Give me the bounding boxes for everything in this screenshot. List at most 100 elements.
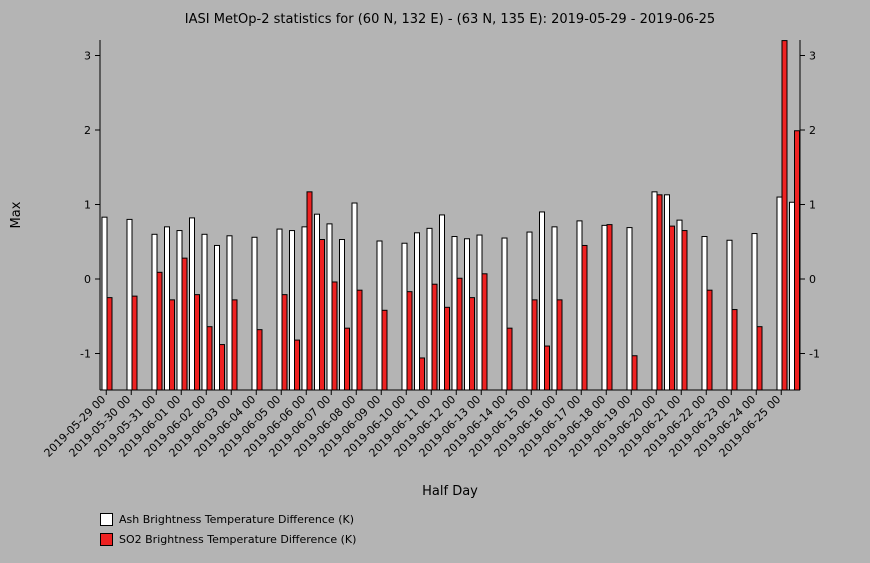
ash-bar: [476, 234, 483, 391]
so2-bar: [731, 309, 738, 391]
legend-label-ash: Ash Brightness Temperature Difference (K…: [119, 513, 354, 526]
ash-bar: [651, 191, 658, 391]
ash-bar: [726, 239, 733, 391]
ash-bar: [401, 242, 408, 391]
ash-bar: [214, 244, 220, 391]
ash-bar: [251, 236, 258, 391]
ash-bar: [301, 226, 308, 391]
ash-bar: [626, 227, 633, 391]
ash-bar: [601, 224, 608, 391]
ash-bar: [751, 233, 758, 391]
ash-bar: [501, 237, 508, 391]
so2-bar: [381, 309, 388, 391]
so2-bar: [756, 326, 763, 391]
ash-bar: [101, 216, 108, 391]
so2-bar: [169, 299, 175, 391]
so2-bar: [106, 297, 113, 391]
bar-group: [101, 40, 800, 391]
ash-bar: [176, 230, 183, 391]
so2-bar: [419, 357, 425, 391]
ash-bar: [526, 231, 533, 391]
ash-bar: [314, 213, 320, 391]
y-tick-label-left: 3: [84, 50, 91, 63]
legend-item-ash: Ash Brightness Temperature Difference (K…: [100, 513, 354, 526]
ash-bar: [676, 219, 683, 391]
so2-bar: [181, 257, 188, 391]
so2-bar: [444, 306, 450, 391]
y-tick-label-left: 2: [84, 124, 91, 137]
x-axis-label: Half Day: [422, 484, 478, 499]
so2-bar: [631, 355, 638, 391]
so2-bar: [319, 239, 325, 391]
so2-bar: [581, 244, 588, 391]
ash-bar: [426, 227, 433, 391]
legend-swatch-ash: [100, 513, 113, 526]
so2-bar: [469, 297, 475, 391]
ash-bar: [189, 217, 195, 391]
so2-bar: [481, 273, 488, 391]
so2-bar: [131, 295, 138, 391]
so2-bar: [781, 40, 788, 391]
ash-bar: [289, 230, 295, 391]
so2-bar: [706, 289, 713, 391]
so2-bar: [306, 191, 313, 391]
y-tick-label-right: -1: [809, 348, 820, 361]
legend-item-so2: SO2 Brightness Temperature Difference (K…: [100, 533, 356, 546]
ash-bar: [439, 214, 445, 391]
so2-bar: [544, 345, 550, 391]
ash-bar: [276, 228, 283, 391]
so2-bar: [356, 289, 363, 391]
so2-bar: [256, 329, 263, 391]
so2-bar: [281, 294, 288, 391]
so2-bar: [431, 283, 438, 391]
so2-bar: [456, 277, 463, 391]
so2-bar: [194, 294, 200, 391]
y-tick-label-left: -1: [80, 348, 91, 361]
so2-bar: [531, 299, 538, 391]
ash-bar: [339, 239, 345, 391]
ash-bar: [414, 232, 420, 391]
ash-bar: [789, 201, 795, 391]
ash-bar: [551, 226, 558, 391]
so2-bar: [556, 299, 563, 391]
y-tick-label-left: 0: [84, 273, 91, 286]
y-axis-label: Max: [9, 201, 24, 228]
so2-bar: [606, 224, 613, 391]
ash-bar: [776, 196, 783, 391]
so2-bar: [206, 326, 213, 391]
y-tick-label-right: 2: [809, 124, 816, 137]
ash-bar: [539, 211, 545, 391]
ash-bar: [376, 240, 383, 391]
ash-bar: [164, 226, 170, 391]
so2-bar: [794, 130, 800, 391]
so2-bar: [331, 281, 338, 391]
so2-bar: [669, 225, 675, 391]
ash-bar: [126, 218, 133, 391]
y-tick-label-right: 0: [809, 273, 816, 286]
so2-bar: [506, 327, 513, 391]
ash-bar: [326, 223, 333, 391]
ash-bar: [151, 233, 158, 391]
legend-label-so2: SO2 Brightness Temperature Difference (K…: [119, 533, 357, 546]
ash-bar: [464, 238, 470, 391]
so2-bar: [681, 230, 688, 391]
so2-bar: [156, 271, 163, 391]
so2-bar: [344, 327, 350, 391]
so2-bar: [656, 194, 663, 391]
y-tick-label-right: 1: [809, 199, 816, 212]
ash-bar: [226, 235, 233, 391]
so2-bar: [294, 339, 300, 391]
y-tick-label-left: 1: [84, 199, 91, 212]
legend-swatch-so2: [100, 533, 113, 546]
y-tick-label-right: 3: [809, 50, 816, 63]
so2-bar: [406, 291, 413, 391]
ash-bar: [351, 202, 358, 391]
ash-bar: [664, 194, 670, 391]
ash-bar: [701, 236, 708, 391]
chart-title: IASI MetOp-2 statistics for (60 N, 132 E…: [185, 12, 715, 27]
ash-bar: [201, 233, 208, 391]
so2-bar: [219, 344, 225, 391]
so2-bar: [231, 299, 238, 391]
